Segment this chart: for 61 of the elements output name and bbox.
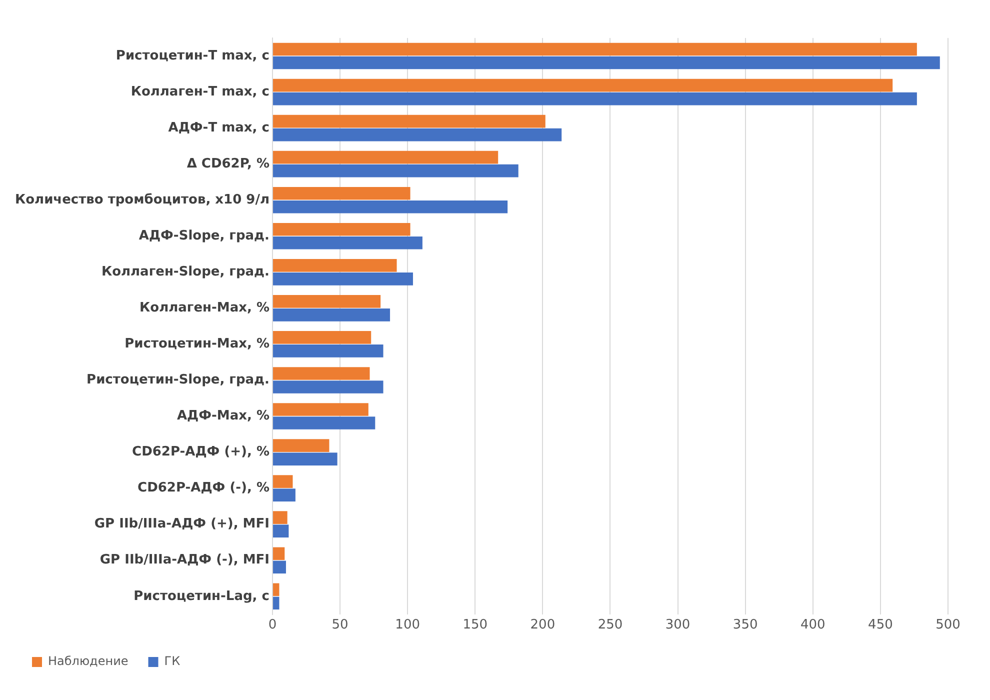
y-tick-label: CD62P-АДФ (+), % xyxy=(132,444,270,460)
bar xyxy=(272,511,288,524)
y-tick-label: GP IIb/IIIa-АДФ (+), MFI xyxy=(94,516,270,532)
bar xyxy=(272,439,330,452)
y-tick-label: Ристоцетин-Max, % xyxy=(124,336,270,352)
bar xyxy=(272,596,280,610)
bar xyxy=(272,308,390,322)
y-tick-label: Ристоцетин-Lag, с xyxy=(134,588,270,604)
y-tick-label: Δ CD62P, % xyxy=(186,156,270,172)
bar xyxy=(272,488,296,502)
bar xyxy=(272,56,940,70)
bar xyxy=(272,547,285,560)
bar xyxy=(272,236,422,250)
x-tick-label: 250 xyxy=(598,618,623,633)
x-tick-label: 50 xyxy=(332,618,348,633)
y-tick-label: Коллаген-Slope, град. xyxy=(101,264,270,280)
bar xyxy=(272,583,280,596)
x-tick-label: 150 xyxy=(462,618,488,633)
y-tick-label: Коллаген-T max, с xyxy=(130,84,270,100)
bar xyxy=(272,42,917,56)
bar xyxy=(272,186,410,200)
x-tick-label: 300 xyxy=(665,618,690,633)
bar xyxy=(272,560,286,574)
x-tick-label: 400 xyxy=(800,618,826,633)
y-tick-label: GP IIb/IIIa-АДФ (-), MFI xyxy=(100,552,270,568)
bar xyxy=(272,200,508,214)
bar xyxy=(272,416,376,430)
y-tick-label: CD62P-АДФ (-), % xyxy=(138,480,270,496)
bar xyxy=(272,331,372,344)
bar xyxy=(272,114,546,128)
bar xyxy=(272,92,917,106)
bar xyxy=(272,164,518,178)
bar xyxy=(272,150,498,164)
legend-label: ГК xyxy=(164,654,181,668)
x-tick-label: 350 xyxy=(732,618,758,633)
bar xyxy=(272,222,410,236)
y-tick-label: АДФ-Max, % xyxy=(176,408,270,424)
y-tick-label: Коллаген-Max, % xyxy=(140,300,270,316)
y-tick-label: АДФ-T max, с xyxy=(168,120,270,136)
y-tick-label: Ристоцетин-T max, с xyxy=(116,48,270,64)
bar xyxy=(272,524,289,538)
bar xyxy=(272,78,893,92)
bar xyxy=(272,380,384,394)
x-tick-label: 200 xyxy=(530,618,556,633)
x-tick-label: 450 xyxy=(868,618,893,633)
x-tick-label: 100 xyxy=(395,618,420,633)
bar xyxy=(272,367,370,380)
bar xyxy=(272,258,397,272)
bar xyxy=(272,272,413,286)
y-tick-label: Ристоцетин-Slope, град. xyxy=(86,372,270,388)
y-tick-label: Количество тромбоцитов, x10 9/л xyxy=(14,192,270,208)
bar xyxy=(272,128,562,142)
legend-label: Наблюдение xyxy=(48,654,128,668)
bar xyxy=(272,344,384,358)
bar xyxy=(272,403,368,416)
y-tick-label: АДФ-Slope, град. xyxy=(138,228,270,244)
bar xyxy=(272,295,381,308)
x-tick-label: 0 xyxy=(268,618,277,633)
bar xyxy=(272,452,338,466)
x-tick-label: 500 xyxy=(936,618,960,633)
bar xyxy=(272,475,293,488)
